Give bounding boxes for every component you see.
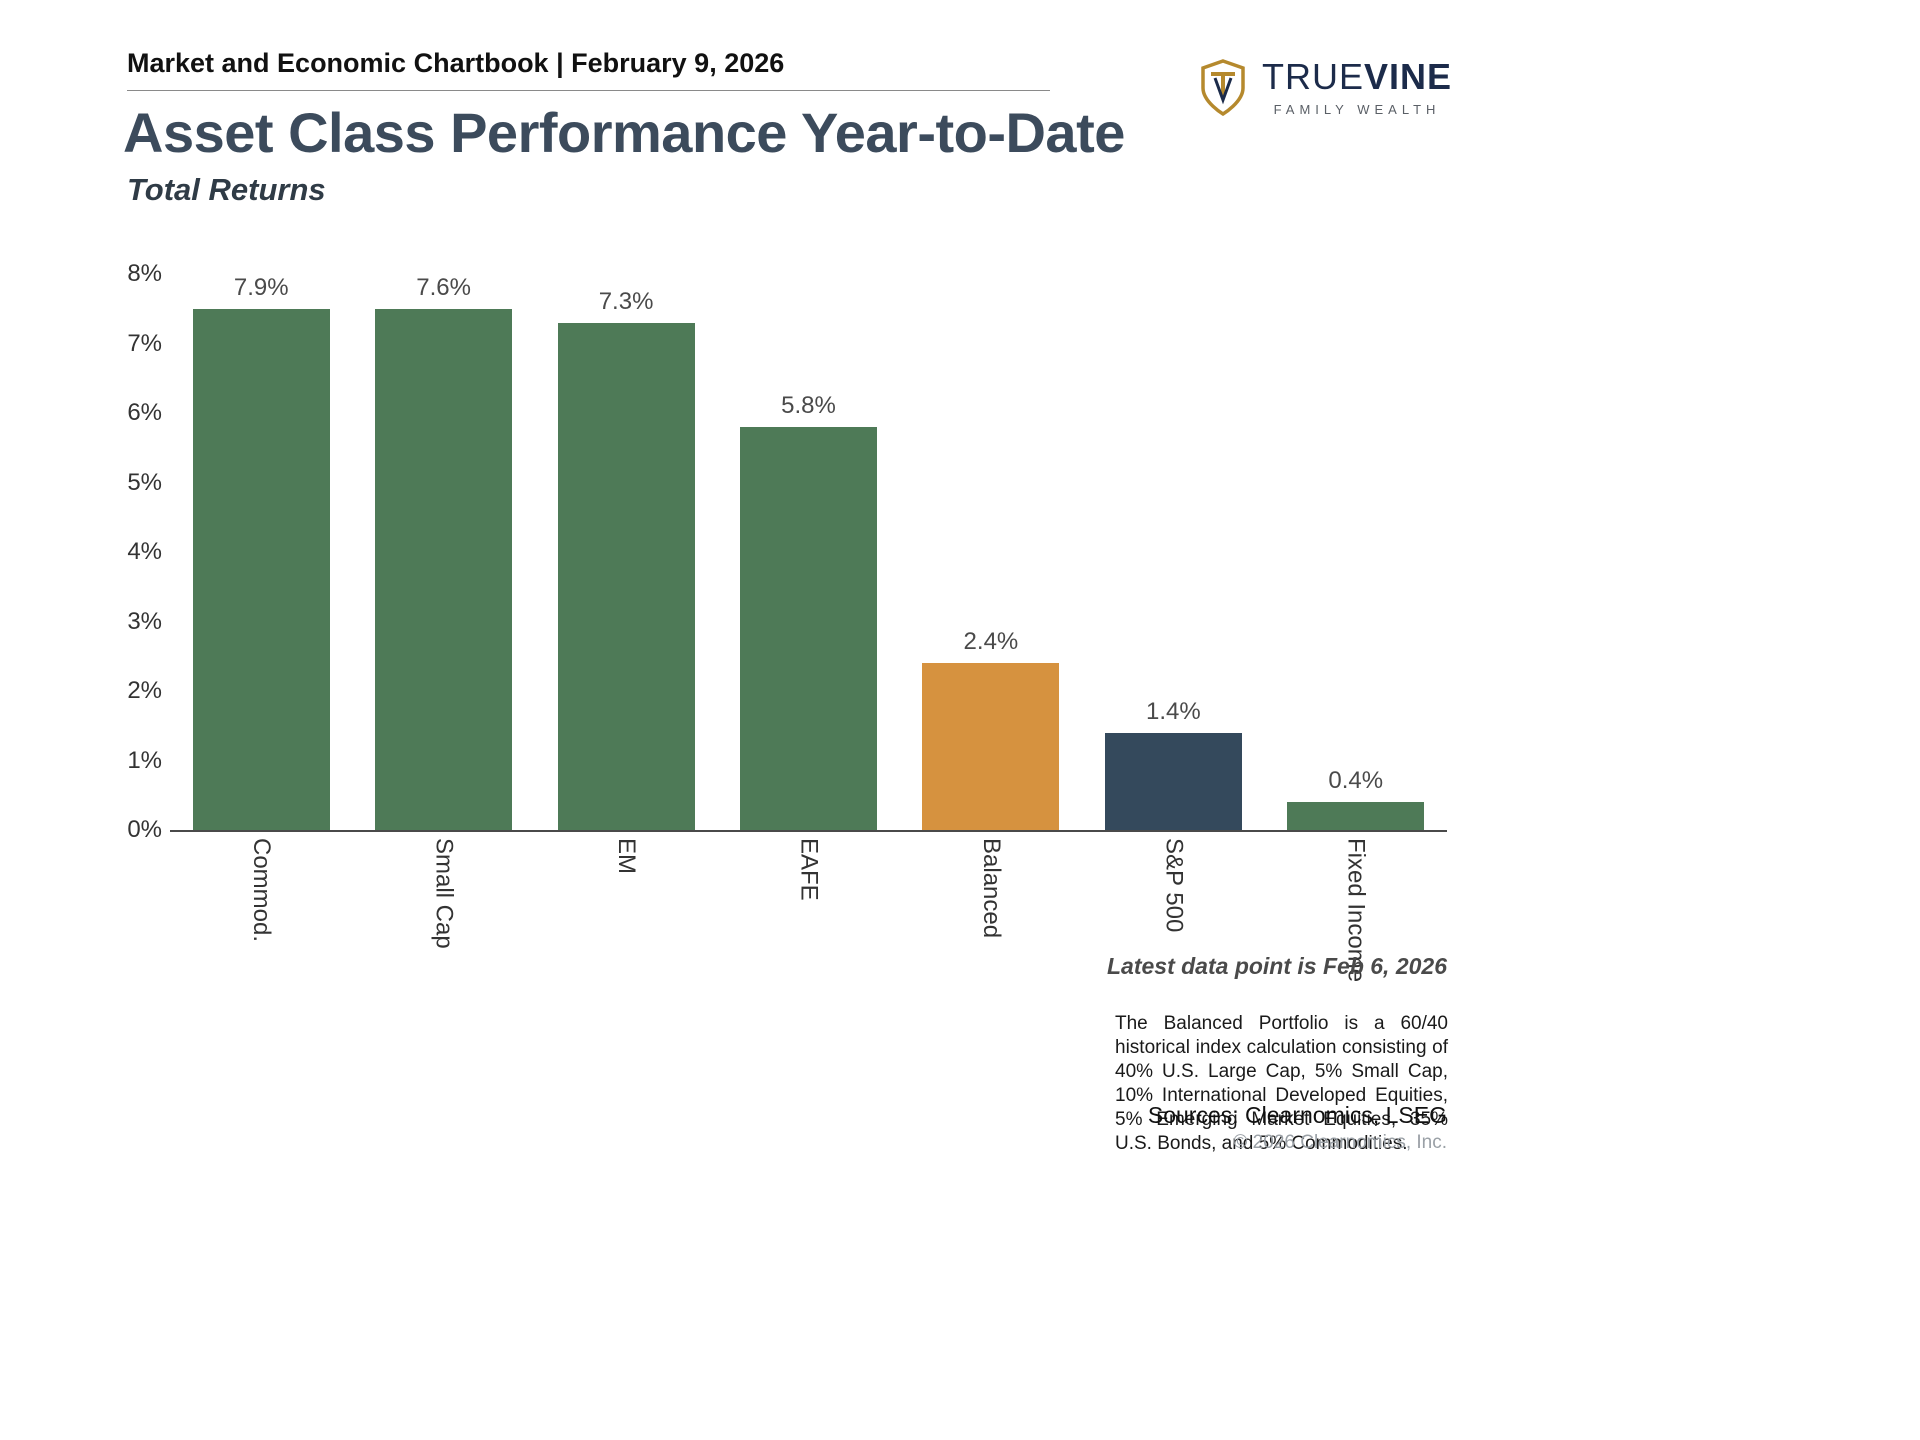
bar-value-label: 7.6% bbox=[416, 274, 471, 301]
x-axis-category-label: Fixed Income bbox=[1342, 838, 1370, 983]
y-tick-label: 3% bbox=[127, 607, 162, 635]
bar-slot: 7.6% bbox=[352, 274, 534, 830]
bar bbox=[557, 322, 695, 830]
bar-slot: 1.4% bbox=[1082, 274, 1264, 830]
bar-value-label: 0.4% bbox=[1328, 767, 1384, 795]
logo-word-true: TRUE bbox=[1262, 56, 1364, 97]
x-axis-labels: Commod. Small Cap EM EAFE Balanced S&P 500 Fix… bbox=[170, 838, 1447, 1053]
shield-icon bbox=[1198, 58, 1248, 123]
sources-line: Sources: Clearnomics, LSEG bbox=[1147, 1102, 1447, 1128]
y-tick-label: 8% bbox=[127, 260, 162, 287]
logo-tagline: FAMILY WEALTH bbox=[1273, 101, 1441, 117]
header-divider bbox=[127, 90, 1050, 91]
bar bbox=[375, 309, 513, 830]
bar-value-label: 7.3% bbox=[598, 287, 654, 315]
y-tick-label: 0% bbox=[127, 816, 162, 843]
x-axis-category-label: Small Cap bbox=[430, 838, 458, 949]
y-tick-label: 6% bbox=[127, 399, 162, 426]
y-tick-label: 1% bbox=[127, 746, 162, 774]
x-axis-category-label: Balanced bbox=[977, 838, 1005, 939]
bar bbox=[1287, 802, 1425, 830]
bar bbox=[739, 426, 877, 830]
latest-data-note: Latest data point is Feb 6, 2026 bbox=[1107, 953, 1447, 979]
bar-slot: 0.4% bbox=[1265, 274, 1447, 830]
bar-value-label: 2.4% bbox=[963, 628, 1019, 656]
balanced-portfolio-footnote: The Balanced Portfolio is a 60/40 histor… bbox=[1115, 1013, 1448, 1154]
bar-slot: 2.4% bbox=[900, 274, 1082, 830]
y-axis: 0% 1% 2% 3% 4% 5% 6% 7% 8% bbox=[60, 260, 162, 843]
bar-value-label: 1.4% bbox=[1145, 697, 1201, 725]
x-axis-category-label: EAFE bbox=[795, 838, 823, 901]
bar bbox=[192, 309, 330, 830]
bar bbox=[922, 663, 1060, 830]
y-tick-label: 5% bbox=[127, 468, 162, 496]
bar-slot: 7.3% bbox=[535, 274, 717, 830]
logo-wordmark: TRUEVINE bbox=[1262, 58, 1452, 96]
chartbook-header: Market and Economic Chartbook | February… bbox=[127, 48, 785, 78]
x-axis-category-label: EM bbox=[613, 838, 641, 874]
bar-slot: 7.9% bbox=[170, 274, 352, 830]
plot-area: 7.9% 7.6% 7.3% 5.8% 2.4% 1.4% 0.4% bbox=[170, 274, 1447, 832]
logo-word-vine: VINE bbox=[1364, 56, 1453, 97]
bar-value-label: 7.9% bbox=[233, 274, 289, 301]
page-title: Asset Class Performance Year-to-Date bbox=[123, 101, 1125, 164]
page-subtitle: Total Returns bbox=[127, 172, 326, 207]
bar-value-label: 5.8% bbox=[781, 391, 836, 419]
y-tick-label: 7% bbox=[127, 329, 162, 357]
truevine-logo: TRUEVINE FAMILY WEALTH bbox=[1198, 58, 1452, 123]
x-axis-category-label: Commod. bbox=[248, 838, 276, 943]
y-tick-label: 2% bbox=[127, 677, 162, 704]
bar-slot: 5.8% bbox=[717, 274, 899, 830]
copyright-line: © 2026 Clearnomics, Inc. bbox=[1233, 1132, 1447, 1153]
x-axis-category-label: S&P 500 bbox=[1160, 838, 1188, 933]
y-tick-label: 4% bbox=[127, 538, 162, 565]
bar bbox=[1104, 732, 1242, 830]
logo-text: TRUEVINE FAMILY WEALTH bbox=[1262, 58, 1452, 117]
